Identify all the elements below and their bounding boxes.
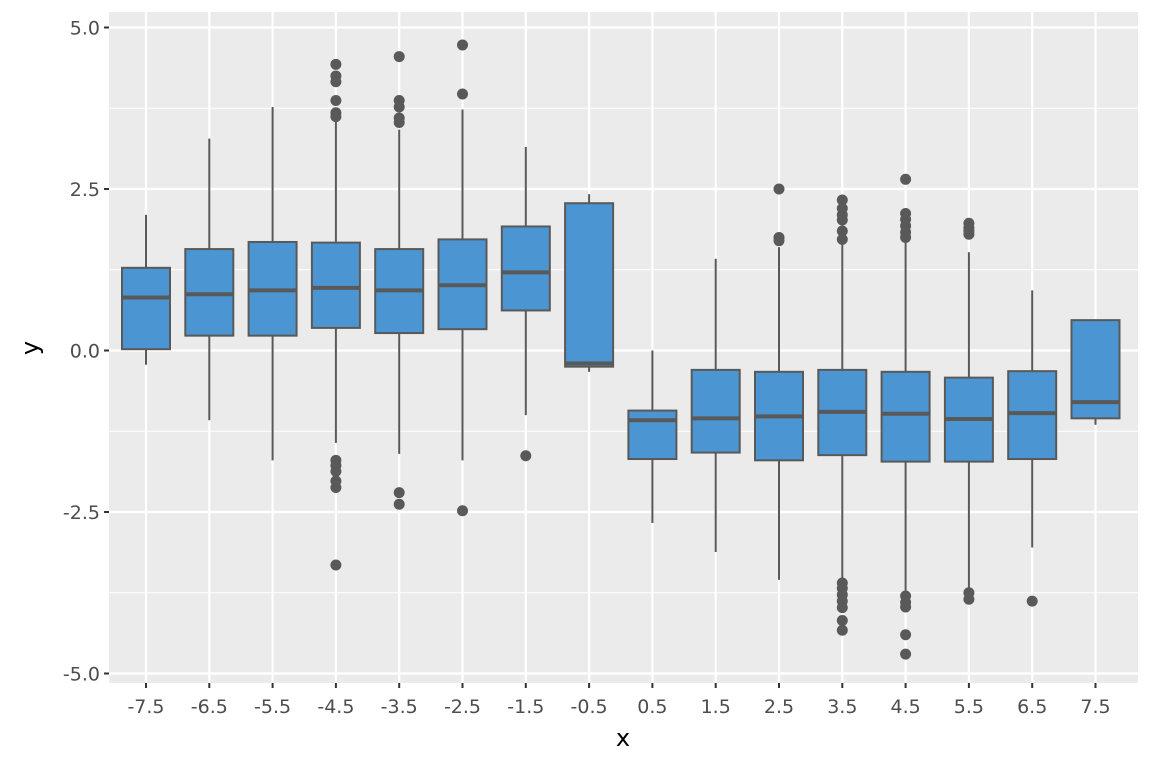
box-group — [943, 217, 994, 605]
outlier-point — [393, 116, 405, 128]
x-tick-label: -1.5 — [507, 696, 544, 718]
x-tick-label: 2.5 — [764, 696, 794, 718]
outlier-point — [836, 233, 848, 245]
x-tick-label: 3.5 — [827, 696, 857, 718]
outlier-point — [963, 228, 975, 240]
x-tick-label: -3.5 — [381, 696, 418, 718]
outlier-point — [900, 648, 912, 660]
y-axis-title: y — [16, 341, 44, 355]
outlier-point — [330, 559, 342, 571]
outlier-point — [836, 624, 848, 636]
outlier-point — [393, 487, 405, 499]
box-group — [310, 58, 361, 571]
outlier-point — [330, 76, 342, 88]
outlier-point — [457, 39, 468, 51]
x-axis: -7.5 -6.5 -5.5 -4.5 -3.5 -2.5 -1.5 -0.5 0.5 1.5 2.… — [127, 683, 1111, 718]
outlier-point — [836, 194, 848, 206]
outlier-point — [457, 505, 468, 517]
box-group — [880, 173, 931, 660]
outlier-point — [900, 231, 912, 243]
box-group — [121, 214, 171, 365]
box-group — [564, 194, 615, 372]
outlier-point — [836, 602, 848, 614]
outlier-point — [900, 173, 912, 185]
box — [627, 409, 678, 461]
box-group — [500, 147, 551, 462]
box-group — [690, 258, 741, 553]
outlier-point — [773, 183, 785, 195]
x-tick-label: 0.5 — [637, 696, 667, 718]
box-group — [437, 39, 488, 517]
y-tick-label: 2.5 — [70, 179, 100, 201]
y-tick-label: 0.0 — [70, 341, 100, 363]
outlier-point — [330, 481, 342, 493]
x-tick-label: -6.5 — [191, 696, 228, 718]
box — [564, 202, 615, 368]
outlier-point — [773, 235, 785, 247]
box — [310, 241, 361, 329]
y-axis: 5.0 2.5 0.0 -2.5 -5.0 — [63, 18, 109, 686]
x-tick-label: 4.5 — [890, 696, 920, 718]
y-tick-label: 5.0 — [70, 18, 100, 40]
outlier-point — [457, 88, 468, 100]
outlier-point — [393, 498, 405, 510]
outlier-point — [330, 465, 342, 477]
y-tick-label: -2.5 — [63, 502, 100, 524]
outlier-point — [836, 225, 848, 237]
y-tick-label: -5.0 — [63, 664, 100, 686]
box-group — [1070, 319, 1121, 425]
x-tick-label: -7.5 — [127, 696, 164, 718]
box — [880, 370, 931, 463]
outlier-point — [900, 629, 912, 641]
box — [121, 266, 171, 351]
plot-panel — [109, 12, 1138, 683]
outlier-point — [330, 111, 342, 123]
box-group — [754, 183, 804, 580]
outlier-point — [900, 601, 912, 613]
box-group — [817, 194, 868, 636]
outlier-point — [330, 94, 342, 106]
box-group — [627, 350, 678, 523]
box-group — [1007, 290, 1058, 607]
outlier-point — [1026, 595, 1038, 607]
box — [500, 225, 551, 312]
box — [690, 368, 741, 454]
outlier-point — [393, 101, 405, 113]
outlier-point — [520, 450, 532, 462]
x-tick-label: 7.5 — [1080, 696, 1110, 718]
box-group — [247, 106, 298, 461]
outlier-point — [836, 214, 848, 226]
x-tick-label: -5.5 — [254, 696, 291, 718]
outlier-point — [393, 51, 405, 63]
outlier-point — [963, 593, 975, 605]
x-tick-label: -4.5 — [317, 696, 354, 718]
x-tick-label: 6.5 — [1017, 696, 1047, 718]
box-group — [374, 51, 425, 510]
x-tick-label: 5.5 — [954, 696, 984, 718]
x-tick-label: 1.5 — [701, 696, 731, 718]
outlier-point — [330, 58, 342, 70]
box-series — [121, 39, 1121, 660]
x-tick-label: -0.5 — [571, 696, 608, 718]
outlier-point — [836, 615, 848, 627]
box-group — [184, 138, 235, 421]
x-tick-label: -2.5 — [444, 696, 481, 718]
x-axis-title: x — [616, 724, 630, 752]
